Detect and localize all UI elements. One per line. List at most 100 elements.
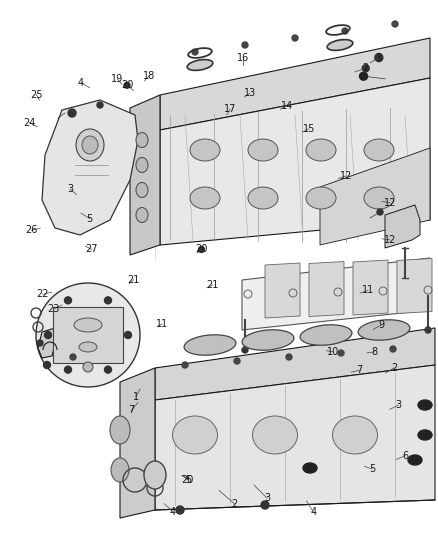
Circle shape [234, 358, 240, 364]
Text: 24: 24 [24, 118, 36, 127]
Text: 16: 16 [237, 53, 249, 62]
Ellipse shape [83, 362, 93, 372]
Polygon shape [320, 148, 430, 245]
Circle shape [182, 362, 188, 368]
Circle shape [292, 35, 298, 41]
Ellipse shape [300, 325, 352, 345]
Polygon shape [42, 100, 138, 235]
Ellipse shape [144, 461, 166, 489]
Text: 26: 26 [25, 225, 38, 235]
Text: 9: 9 [378, 320, 384, 330]
Text: 5: 5 [369, 464, 375, 474]
Ellipse shape [418, 400, 432, 410]
Ellipse shape [36, 283, 140, 387]
Ellipse shape [136, 157, 148, 173]
Circle shape [176, 506, 184, 514]
Circle shape [286, 354, 292, 360]
Text: 12: 12 [384, 198, 396, 207]
Text: 4: 4 [170, 507, 176, 516]
Ellipse shape [248, 139, 278, 161]
Polygon shape [385, 205, 420, 248]
Ellipse shape [364, 187, 394, 209]
Circle shape [242, 42, 248, 48]
Ellipse shape [136, 182, 148, 198]
Circle shape [425, 327, 431, 333]
Ellipse shape [248, 187, 278, 209]
Circle shape [390, 346, 396, 352]
Text: 12: 12 [340, 171, 352, 181]
Ellipse shape [136, 207, 148, 222]
Polygon shape [130, 95, 160, 255]
Ellipse shape [327, 39, 353, 51]
Polygon shape [53, 307, 123, 363]
Polygon shape [309, 262, 344, 317]
Circle shape [97, 102, 103, 108]
Text: 6: 6 [402, 451, 408, 461]
Polygon shape [155, 328, 435, 400]
Circle shape [375, 53, 383, 62]
Ellipse shape [76, 129, 104, 161]
Text: 7: 7 [128, 406, 134, 415]
Text: 7: 7 [356, 366, 362, 375]
Text: 19: 19 [111, 74, 124, 84]
Ellipse shape [364, 139, 394, 161]
Text: 20: 20 [181, 475, 194, 484]
Polygon shape [353, 260, 388, 315]
Circle shape [242, 347, 248, 353]
Circle shape [105, 297, 112, 304]
Text: 1: 1 [133, 392, 139, 402]
Circle shape [105, 366, 112, 373]
Text: 3: 3 [376, 53, 382, 62]
Text: 20: 20 [195, 245, 208, 254]
Text: 3: 3 [264, 494, 270, 503]
Text: 2: 2 [363, 63, 369, 73]
Circle shape [43, 361, 50, 368]
Polygon shape [120, 368, 155, 518]
Ellipse shape [306, 187, 336, 209]
Polygon shape [155, 365, 435, 510]
Circle shape [68, 109, 76, 117]
Text: 4: 4 [310, 507, 316, 516]
Text: 13: 13 [244, 88, 256, 98]
Polygon shape [160, 78, 430, 245]
Text: 22: 22 [37, 289, 49, 299]
Circle shape [124, 332, 131, 338]
Text: 2: 2 [391, 363, 397, 373]
Ellipse shape [303, 463, 317, 473]
Circle shape [338, 350, 344, 356]
Text: 10: 10 [327, 347, 339, 357]
Circle shape [392, 21, 398, 27]
Polygon shape [160, 38, 430, 130]
Circle shape [64, 297, 71, 304]
Ellipse shape [190, 139, 220, 161]
Text: 4: 4 [78, 78, 84, 87]
Text: 14: 14 [281, 101, 293, 110]
Text: 21: 21 [206, 280, 219, 290]
Circle shape [261, 501, 269, 509]
Ellipse shape [79, 342, 97, 352]
Text: 15: 15 [303, 124, 315, 134]
Text: 5: 5 [87, 214, 93, 223]
Text: 21: 21 [127, 275, 140, 285]
Ellipse shape [242, 330, 294, 350]
Text: 3: 3 [67, 184, 73, 194]
Circle shape [198, 246, 205, 253]
Ellipse shape [408, 455, 422, 465]
Circle shape [64, 366, 71, 373]
Ellipse shape [306, 139, 336, 161]
Text: 27: 27 [86, 245, 98, 254]
Ellipse shape [110, 416, 130, 444]
Circle shape [37, 340, 43, 346]
Ellipse shape [74, 318, 102, 332]
Circle shape [360, 72, 367, 80]
Circle shape [45, 332, 52, 338]
Text: 3: 3 [396, 400, 402, 410]
Text: 20: 20 [121, 80, 133, 90]
Text: 23: 23 [47, 304, 60, 314]
Circle shape [362, 64, 369, 72]
Text: 8: 8 [371, 347, 378, 357]
Ellipse shape [190, 187, 220, 209]
Ellipse shape [187, 60, 213, 70]
Polygon shape [265, 263, 300, 318]
Text: 11: 11 [156, 319, 168, 329]
